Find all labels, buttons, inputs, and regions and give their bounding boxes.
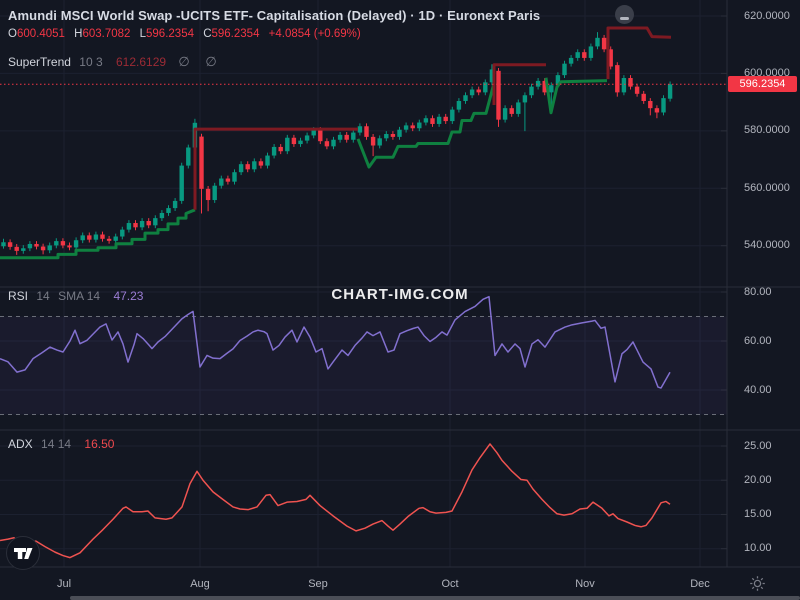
minus-icon [620,17,629,20]
logo-circle [6,536,40,570]
rsi-axis-label: 80.00 [744,285,772,298]
adx-axis-label: 20.00 [744,473,772,486]
price-axis-label: 620.0000 [744,9,790,22]
time-axis-label: Oct [441,578,459,590]
time-axis-label: Nov [575,578,595,590]
price-axis-label: 600.0000 [744,66,790,79]
rsi-axis-label: 60.00 [744,334,772,347]
collapse-button[interactable] [615,5,634,24]
logo-v-glyph [24,548,33,559]
time-axis-label: Sep [308,578,328,590]
last-price-badge: 596.2354 [728,76,797,93]
price-axis-label: 540.0000 [744,239,790,252]
time-axis-label: Jul [56,578,72,590]
price-axis-label: 580.0000 [744,124,790,137]
time-axis-label: Aug [190,578,210,590]
logo-t-glyph [14,548,26,559]
rsi-axis-label: 40.00 [744,383,772,396]
gear-icon[interactable] [749,575,766,592]
adx-axis-label: 25.00 [744,439,772,452]
watermark: CHART-IMG.COM [331,286,469,303]
last-price-text: 596.2354 [739,78,786,91]
horizontal-scrollbar[interactable] [70,596,800,600]
tradingview-logo[interactable] [5,535,41,571]
adx-axis-label: 15.00 [744,507,772,520]
time-axis-label: Dec [690,578,710,590]
price-axis-label: 560.0000 [744,181,790,194]
adx-axis-label: 10.00 [744,542,772,555]
